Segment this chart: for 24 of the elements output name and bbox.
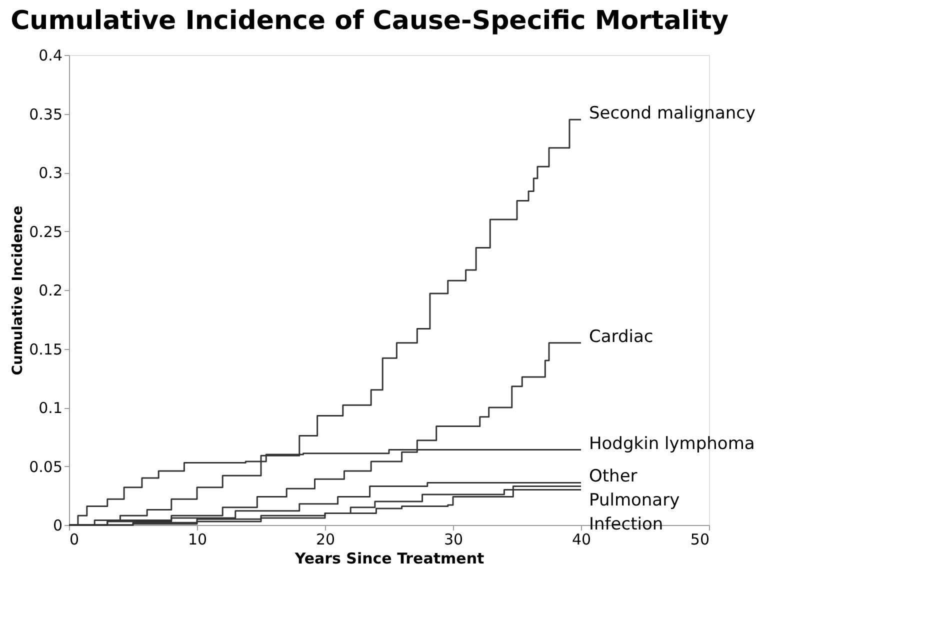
- x-tick-label: 0: [70, 530, 80, 548]
- y-axis-title: Cumulative Incidence: [10, 206, 26, 376]
- x-tick-label: 20: [316, 530, 336, 548]
- x-tick-label: 40: [572, 530, 592, 548]
- y-tick-label: 0.35: [29, 105, 62, 124]
- x-tick-label: 10: [188, 530, 208, 548]
- y-tick-label: 0.4: [38, 46, 62, 64]
- series-label: Infection: [589, 514, 664, 535]
- series-label: Cardiac: [589, 326, 654, 347]
- x-axis-title: Years Since Treatment: [294, 550, 484, 568]
- series-label: Hodgkin lymphoma: [589, 434, 755, 454]
- y-tick-label: 0.2: [38, 282, 62, 300]
- y-tick-label: 0: [52, 516, 62, 534]
- x-tick-label: 50: [690, 530, 710, 548]
- y-tick-label: 0.15: [29, 340, 62, 358]
- y-tick-label: 0.3: [38, 164, 62, 182]
- y-tick-label: 0.05: [29, 458, 62, 476]
- series-label: Second malignancy: [589, 104, 756, 124]
- chart-title: Cumulative Incidence of Cause-Specific Mortality: [10, 6, 729, 36]
- series-label: Other: [589, 466, 638, 487]
- y-tick-label: 0.1: [38, 399, 62, 417]
- y-tick-label: 0.25: [29, 222, 62, 241]
- series-label: Pulmonary: [589, 490, 680, 511]
- x-tick-label: 30: [444, 530, 464, 548]
